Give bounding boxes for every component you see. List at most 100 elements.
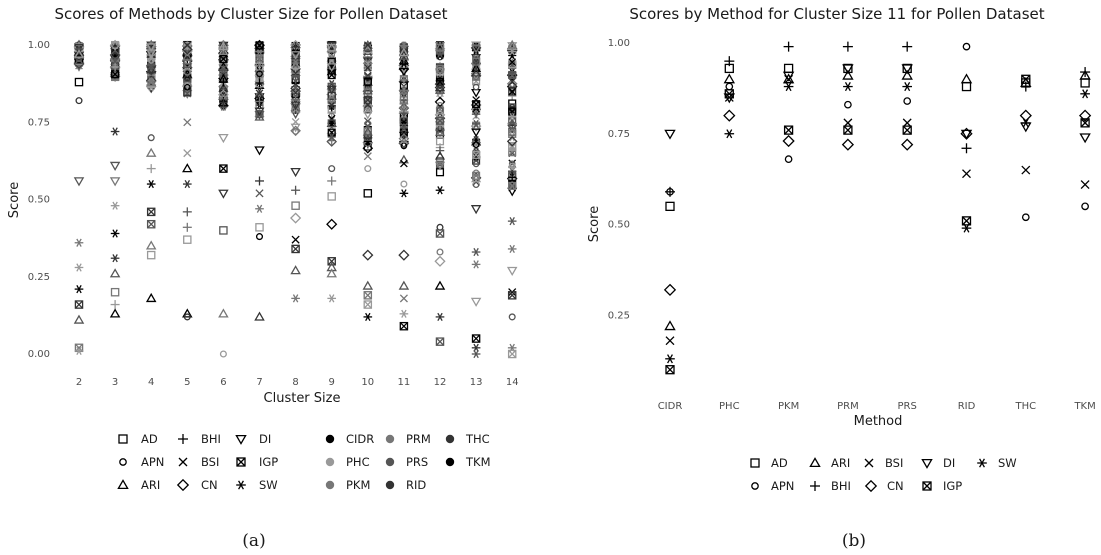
point (508, 77, 517, 86)
legend-item: SW (977, 456, 1017, 470)
point (435, 116, 445, 125)
point (183, 83, 191, 91)
x-tick-label: RID (958, 401, 976, 412)
panel-a-scores-by-cluster-size: Scores of Methods by Cluster Size for Po… (7, 5, 519, 551)
point (183, 57, 191, 65)
point (363, 81, 372, 90)
point (471, 63, 482, 73)
point (327, 101, 336, 110)
x-tick-label: CIDR (658, 401, 683, 412)
point (472, 150, 481, 159)
x-tick-label: PRS (898, 401, 917, 412)
point (183, 118, 192, 127)
point (434, 161, 446, 171)
legend-item: SW (236, 478, 278, 492)
point (182, 308, 193, 318)
legend-item: AD (118, 432, 158, 446)
point (364, 165, 372, 173)
legend-label: BHI (201, 432, 221, 446)
panel-a-caption: (a) (242, 531, 265, 551)
point (784, 155, 793, 164)
point (471, 349, 481, 359)
legend-label: IGP (943, 479, 962, 493)
legend-label: PRM (406, 432, 431, 446)
legend-symbol (235, 434, 247, 445)
point (290, 265, 301, 275)
point (842, 41, 853, 52)
legend-item: BSI (178, 455, 219, 469)
point (472, 160, 480, 168)
legend-symbol (809, 457, 821, 468)
point (399, 117, 408, 126)
point (327, 114, 336, 123)
point (255, 176, 264, 186)
panel-a-y-axis-label: Score (7, 182, 22, 218)
point (73, 58, 85, 70)
point (255, 97, 264, 106)
legend-symbol (922, 481, 932, 491)
point (254, 146, 265, 156)
point (183, 69, 191, 76)
point (1021, 213, 1030, 222)
point (327, 43, 336, 52)
point (472, 169, 480, 177)
point (400, 136, 408, 145)
point (363, 312, 373, 322)
point (470, 205, 482, 215)
point (363, 77, 372, 86)
legend-item: CN (176, 478, 218, 492)
y-tick-label: 0.25 (28, 272, 50, 283)
point (363, 63, 372, 72)
point (218, 41, 229, 50)
legend-item: PHC (325, 455, 370, 469)
point (724, 89, 734, 99)
legend-swatch (445, 457, 455, 467)
point (327, 176, 337, 186)
point (182, 222, 192, 232)
y-tick-label: 1.00 (608, 38, 630, 49)
point (146, 77, 157, 87)
point (960, 129, 973, 140)
legend-label: ARI (141, 478, 160, 492)
point (471, 100, 482, 110)
point (508, 143, 517, 152)
point (363, 291, 373, 300)
panel-b-x-axis-label: Method (854, 414, 903, 429)
panel-b-y-axis-label: Score (587, 206, 602, 242)
point (362, 100, 374, 112)
point (507, 217, 517, 226)
point (782, 71, 795, 82)
panel-b-caption: (b) (842, 531, 866, 551)
legend-label: BSI (201, 455, 219, 469)
point (291, 244, 300, 254)
point (508, 70, 517, 80)
point (472, 96, 480, 104)
point (255, 233, 264, 241)
point (399, 96, 408, 105)
x-tick-label: 5 (184, 377, 190, 388)
point (508, 60, 517, 69)
point (290, 103, 301, 113)
point (326, 136, 338, 147)
point (183, 149, 192, 158)
point (74, 285, 84, 294)
point (256, 70, 263, 78)
point (219, 164, 228, 173)
point (508, 313, 516, 321)
point (399, 321, 409, 331)
point (1080, 89, 1090, 99)
point (362, 110, 373, 120)
point (290, 51, 301, 61)
legend-label: PHC (346, 455, 370, 469)
point (782, 134, 795, 148)
point (255, 89, 264, 98)
point (961, 143, 972, 154)
point (254, 111, 265, 120)
legend-symbol (178, 457, 188, 467)
point (399, 189, 409, 198)
point (145, 60, 157, 71)
point (398, 55, 409, 65)
legend-item: APN (751, 479, 794, 493)
point (1019, 109, 1032, 122)
point (110, 40, 121, 49)
